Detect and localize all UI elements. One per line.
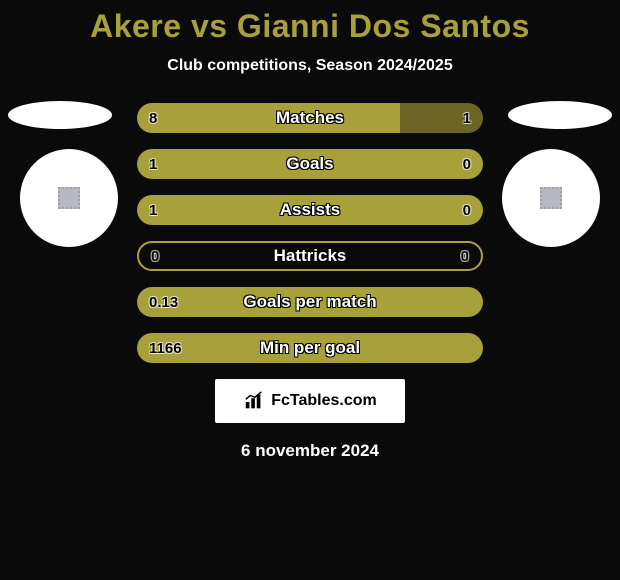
chart-icon [243, 390, 265, 412]
stat-value-right: 0 [461, 243, 469, 269]
comparison-stage: 8Matches11Goals01Assists00Hattricks00.13… [0, 103, 620, 363]
stat-label: Hattricks [139, 243, 481, 269]
stat-bar: 1Goals0 [137, 149, 483, 179]
player-avatar-right [502, 149, 600, 247]
stat-label: Matches [137, 103, 483, 133]
stat-bar: 0Hattricks0 [137, 241, 483, 271]
stat-label: Assists [137, 195, 483, 225]
branding-badge: FcTables.com [215, 379, 405, 423]
stat-bar: 1166Min per goal [137, 333, 483, 363]
stat-label: Min per goal [137, 333, 483, 363]
footer-date: 6 november 2024 [0, 441, 620, 461]
subtitle: Club competitions, Season 2024/2025 [0, 57, 620, 75]
stat-value-right: 0 [463, 149, 471, 179]
brand-text: FcTables.com [271, 392, 377, 410]
page-title: Akere vs Gianni Dos Santos [0, 0, 620, 45]
stat-label: Goals [137, 149, 483, 179]
player-avatar-left [20, 149, 118, 247]
stats-bar-list: 8Matches11Goals01Assists00Hattricks00.13… [137, 103, 483, 363]
player-oval-right [508, 101, 612, 129]
stat-label: Goals per match [137, 287, 483, 317]
stat-bar: 0.13Goals per match [137, 287, 483, 317]
player-oval-left [8, 101, 112, 129]
placeholder-image-icon [58, 187, 80, 209]
stat-value-right: 1 [463, 103, 471, 133]
stat-bar: 8Matches1 [137, 103, 483, 133]
stat-bar: 1Assists0 [137, 195, 483, 225]
placeholder-image-icon [540, 187, 562, 209]
stat-value-right: 0 [463, 195, 471, 225]
